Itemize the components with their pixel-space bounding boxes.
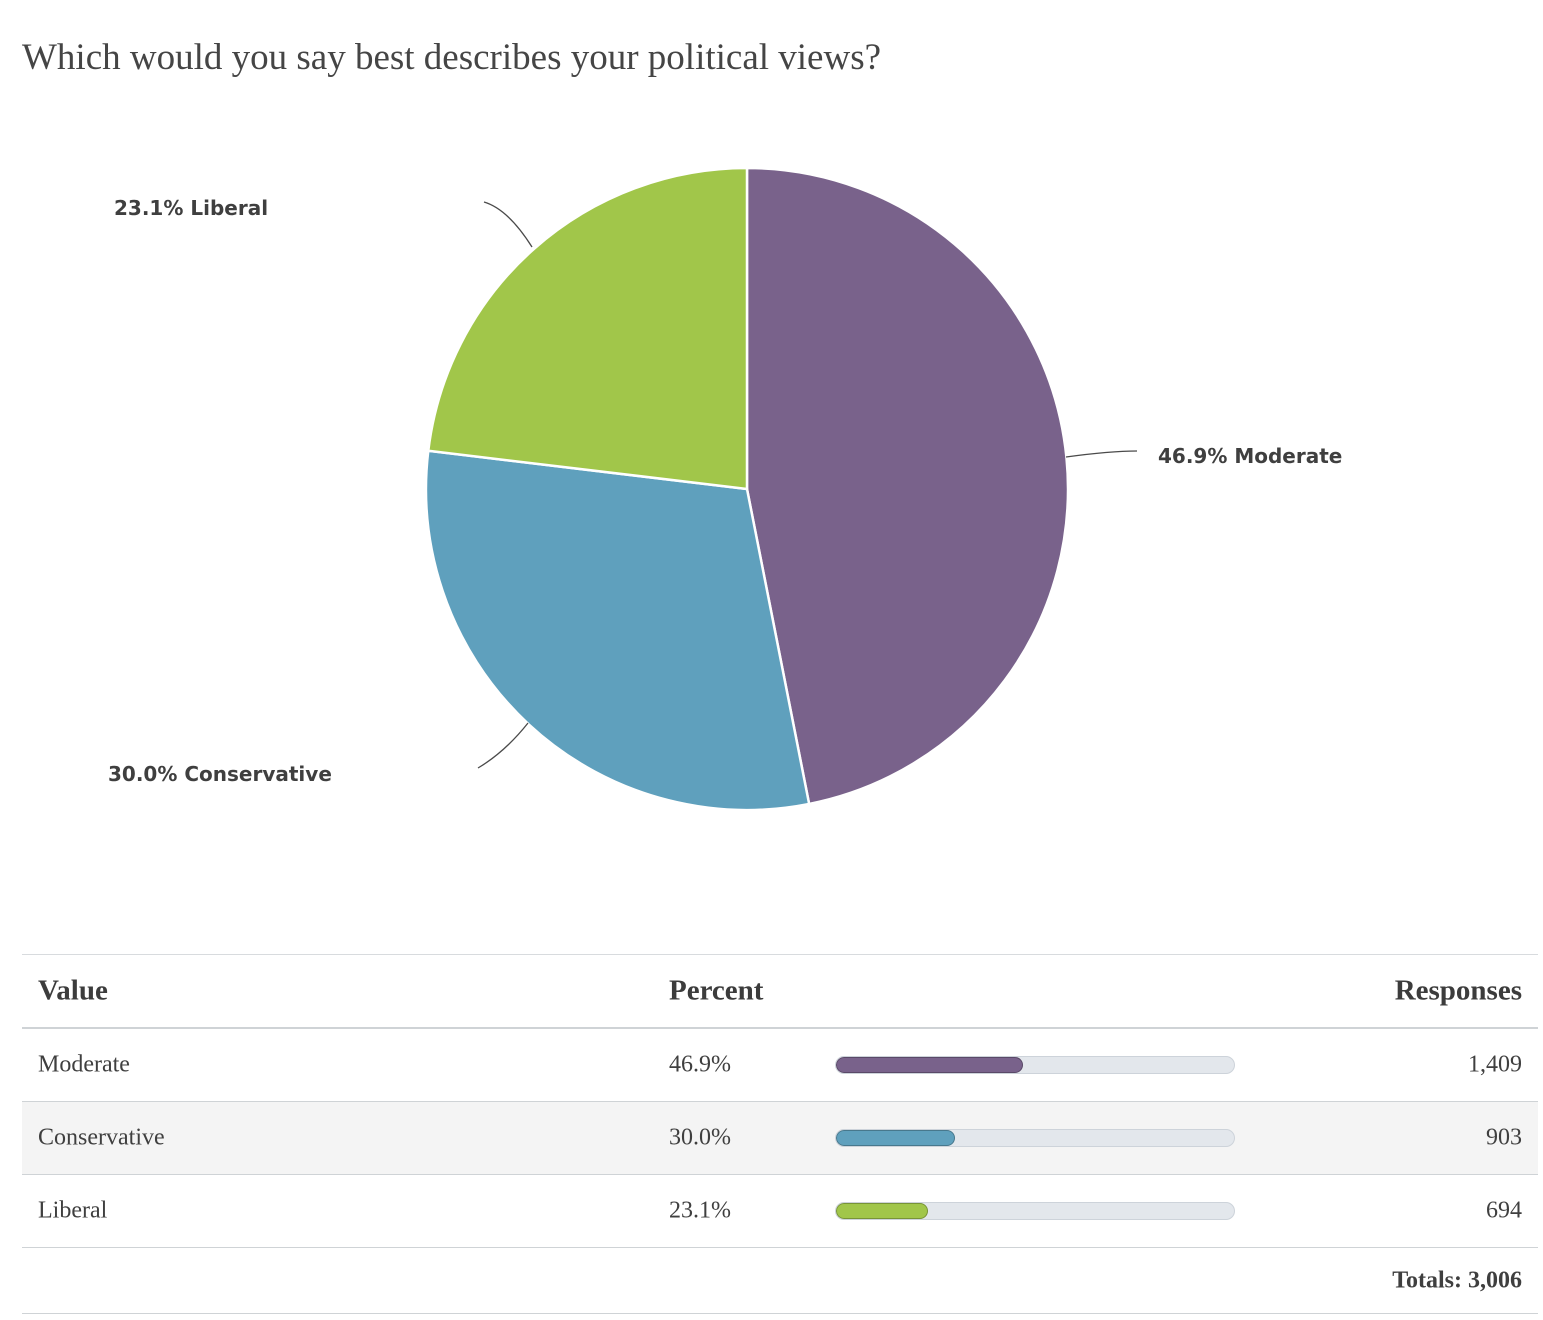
row-value: Moderate (38, 1051, 130, 1078)
table-row: Moderate 46.9% 1,409 (22, 1029, 1538, 1102)
row-value: Liberal (38, 1197, 108, 1224)
percent-bar-track (835, 1129, 1235, 1147)
pie-slice-conservative (424, 449, 811, 812)
pie-slice-moderate (745, 166, 1070, 806)
row-percent: 23.1% (669, 1197, 731, 1224)
row-responses: 694 (1486, 1197, 1522, 1224)
table-row: Liberal 23.1% 694 (22, 1175, 1538, 1248)
totals-row: Totals: 3,006 (22, 1248, 1538, 1314)
row-responses: 903 (1486, 1124, 1522, 1151)
percent-bar-track (835, 1202, 1235, 1220)
table-header-row: Value Percent Responses (22, 954, 1538, 1029)
slice-label-liberal: 23.1% Liberal (114, 196, 268, 220)
row-percent: 30.0% (669, 1124, 731, 1151)
row-value: Conservative (38, 1124, 165, 1151)
leader-line-conservative (477, 722, 529, 769)
slice-label-conservative: 30.0% Conservative (108, 762, 332, 786)
leader-line-moderate (1065, 450, 1138, 458)
row-percent: 46.9% (669, 1051, 731, 1078)
percent-bar-fill (836, 1130, 956, 1146)
leader-line-liberal (483, 201, 533, 248)
slice-label-moderate: 46.9% Moderate (1158, 444, 1342, 468)
header-responses: Responses (1394, 974, 1522, 1007)
row-responses: 1,409 (1468, 1051, 1522, 1078)
percent-bar-fill (836, 1057, 1023, 1073)
pie-slice-liberal (426, 166, 749, 491)
question-title: Which would you say best describes your … (22, 37, 882, 78)
header-percent: Percent (669, 974, 764, 1007)
totals-value: Totals: 3,006 (1392, 1267, 1522, 1293)
percent-bar-fill (836, 1203, 928, 1219)
results-table: Value Percent Responses Moderate 46.9% 1… (22, 954, 1538, 1314)
pie-chart: 46.9% Moderate 30.0% Conservative 23.1% … (108, 166, 1342, 812)
header-value: Value (38, 974, 108, 1007)
table-row: Conservative 30.0% 903 (22, 1102, 1538, 1175)
percent-bar-track (835, 1056, 1235, 1074)
